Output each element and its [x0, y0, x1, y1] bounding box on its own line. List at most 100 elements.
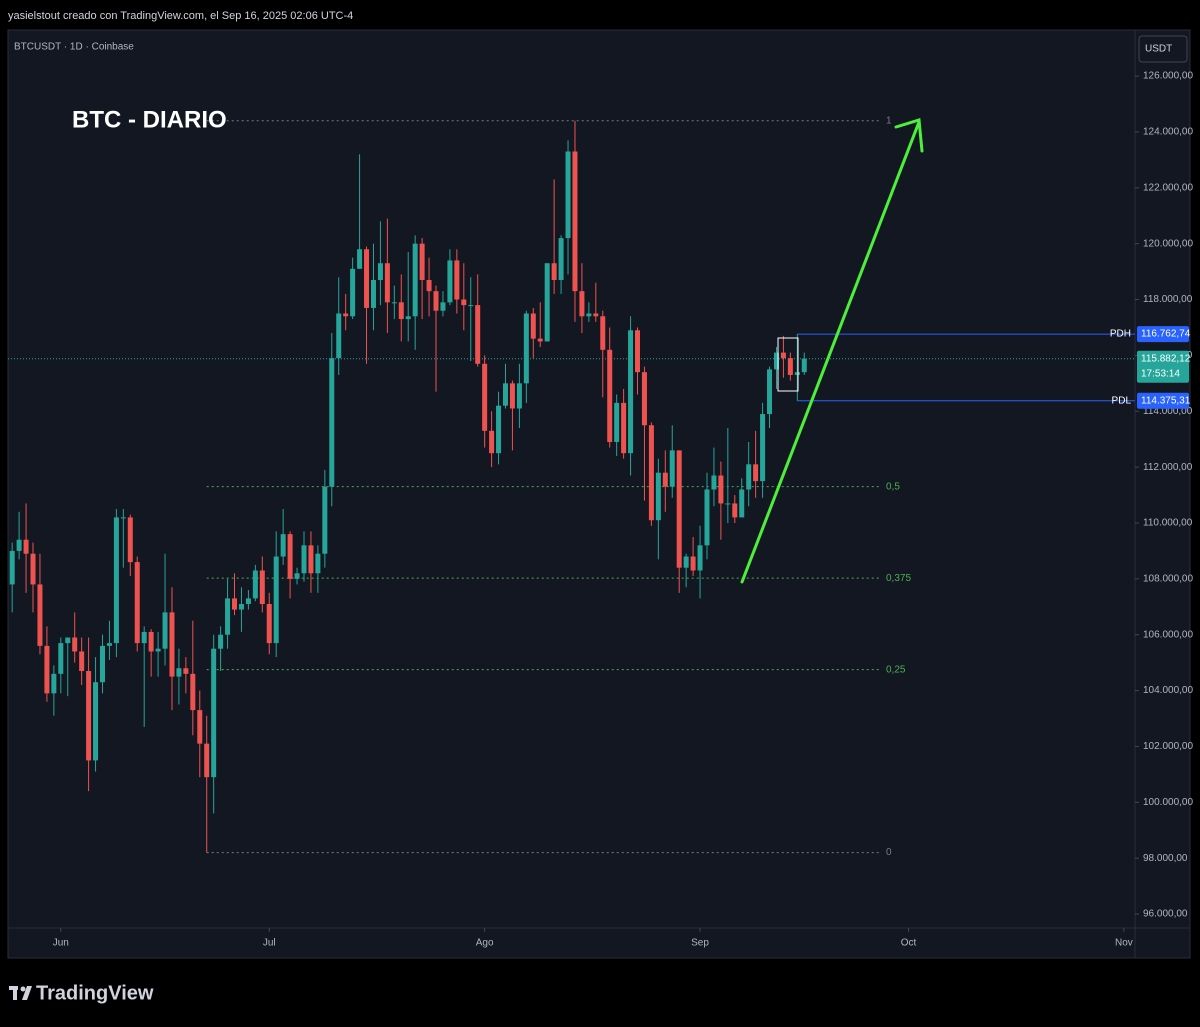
- candle-body: [551, 263, 557, 280]
- candle-body: [370, 279, 376, 308]
- candle-body: [44, 645, 50, 694]
- candle-body: [225, 598, 231, 635]
- fib-label: 0: [886, 847, 892, 858]
- candle-body: [364, 249, 370, 308]
- candle-body: [99, 645, 105, 683]
- level-name: PDL: [1112, 395, 1132, 406]
- chart-pane: [7, 29, 1191, 959]
- x-tick-label: Jun: [53, 938, 69, 949]
- candle-body: [725, 503, 731, 505]
- candle-body: [641, 372, 647, 426]
- candle-body: [169, 612, 175, 677]
- candle-body: [600, 316, 606, 350]
- fib-label: 0,25: [886, 664, 906, 675]
- y-tick-label: 110.000,00: [1143, 518, 1193, 529]
- candle-body: [447, 260, 453, 303]
- chart-title: BTC - DIARIO: [72, 106, 227, 133]
- highlight-box: [777, 337, 799, 392]
- y-tick-label: 124.000,00: [1143, 127, 1193, 138]
- candle-body: [621, 402, 627, 454]
- candle-body: [30, 553, 36, 585]
- countdown: 17:53:14: [1141, 368, 1180, 379]
- candle-body: [565, 151, 571, 239]
- candle-body: [16, 539, 22, 551]
- y-tick-label: 98.000,00: [1143, 853, 1188, 864]
- candle-body: [273, 556, 279, 644]
- candle-body: [204, 743, 210, 778]
- candle-body: [127, 517, 133, 563]
- candle-body: [322, 486, 328, 554]
- y-axis-label: USDT: [1145, 44, 1172, 55]
- candle-body: [329, 358, 335, 487]
- level-tag: [1137, 326, 1189, 343]
- candle-body: [648, 425, 654, 521]
- y-tick-label: 112.000,00: [1143, 462, 1193, 473]
- candle-body: [106, 643, 112, 646]
- arrow-line: [740, 120, 921, 584]
- candle-body: [113, 517, 119, 644]
- candle-body: [336, 313, 342, 359]
- candle-body: [454, 260, 460, 300]
- candle-body: [350, 268, 356, 317]
- currency-box[interactable]: [1138, 35, 1188, 63]
- fib-label: 0,375: [886, 573, 911, 584]
- y-tick-label: 118.000,00: [1143, 294, 1193, 305]
- candle-body: [23, 539, 29, 554]
- candle-body: [190, 673, 196, 711]
- candle-body: [537, 338, 543, 342]
- candle-body: [475, 305, 481, 364]
- candle-body: [65, 637, 71, 644]
- candle-body: [343, 313, 349, 317]
- candle-body: [86, 671, 92, 761]
- candle-body: [259, 570, 265, 604]
- candle-body: [711, 475, 717, 490]
- candle-body: [232, 598, 238, 610]
- level-name: PDH: [1110, 329, 1131, 340]
- candle-body: [315, 553, 321, 574]
- y-tick-label: 114.000,00: [1143, 406, 1193, 417]
- x-tick-label: Ago: [476, 938, 494, 949]
- y-tick-label: 100.000,00: [1143, 797, 1193, 808]
- candle-body: [767, 369, 773, 415]
- candle-body: [405, 316, 411, 320]
- level-tag-label: 114.375,31: [1141, 395, 1191, 406]
- candle-body: [482, 363, 488, 431]
- candle-body: [155, 648, 161, 652]
- candle-body: [176, 668, 182, 677]
- candle-body: [391, 302, 397, 304]
- brand: TradingView: [36, 982, 154, 1004]
- candle-body: [753, 464, 759, 482]
- candle-body: [572, 151, 578, 292]
- candle-body: [134, 562, 140, 644]
- y-tick-label: 108.000,00: [1143, 573, 1193, 584]
- candle-body: [579, 291, 585, 317]
- logo-part: [13, 986, 17, 1000]
- candle-body: [384, 263, 390, 303]
- subtitle: BTCUSDT · 1D · Coinbase: [14, 42, 134, 53]
- logo-part: [22, 986, 32, 1000]
- candle-body: [245, 598, 251, 604]
- candle-body: [183, 668, 189, 674]
- y-tick-label: 102.000,00: [1143, 741, 1193, 752]
- candle-body: [669, 450, 675, 487]
- candle-body: [690, 556, 696, 571]
- candle-body: [51, 673, 57, 694]
- candle-body: [801, 358, 807, 373]
- y-tick-label: 126.000,00: [1143, 71, 1193, 82]
- candle-body: [794, 372, 800, 375]
- candle-body: [468, 305, 474, 307]
- candle-body: [523, 313, 529, 384]
- candle-body: [9, 550, 15, 585]
- candle-body: [461, 299, 467, 306]
- candle-body: [79, 651, 85, 672]
- candle-body: [280, 534, 286, 557]
- candle-body: [558, 238, 564, 280]
- candle-body: [37, 584, 43, 646]
- candle-body: [586, 313, 592, 317]
- x-tick-label: Jul: [263, 938, 276, 949]
- candle-body: [238, 603, 244, 610]
- candle-body: [502, 383, 508, 406]
- candle-body: [398, 302, 404, 320]
- candle-body: [773, 352, 779, 370]
